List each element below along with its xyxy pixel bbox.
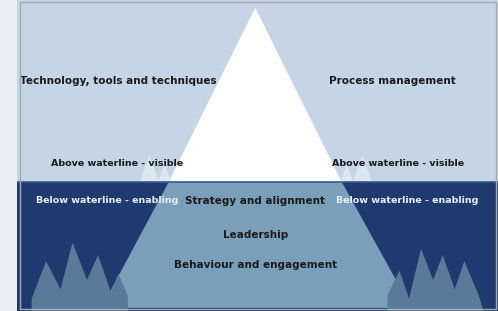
Bar [17,0,498,182]
Text: Below waterline - enabling: Below waterline - enabling [36,196,179,205]
Polygon shape [169,8,342,182]
Polygon shape [140,156,159,182]
Bar [17,182,498,311]
Text: Above waterline - visible: Above waterline - visible [51,159,183,168]
Text: Behaviour and engagement: Behaviour and engagement [174,260,337,270]
Text: Process management: Process management [329,76,456,86]
Text: Technology, tools and techniques: Technology, tools and techniques [20,76,217,86]
Polygon shape [158,165,171,182]
Polygon shape [32,243,128,311]
Text: Below waterline - enabling: Below waterline - enabling [336,196,479,205]
Text: Strategy and alignment: Strategy and alignment [185,196,325,206]
Polygon shape [387,249,484,311]
Polygon shape [102,182,411,308]
Polygon shape [353,156,372,182]
Polygon shape [340,165,354,182]
Text: Leadership: Leadership [223,230,288,240]
Text: Above waterline - visible: Above waterline - visible [332,159,464,168]
